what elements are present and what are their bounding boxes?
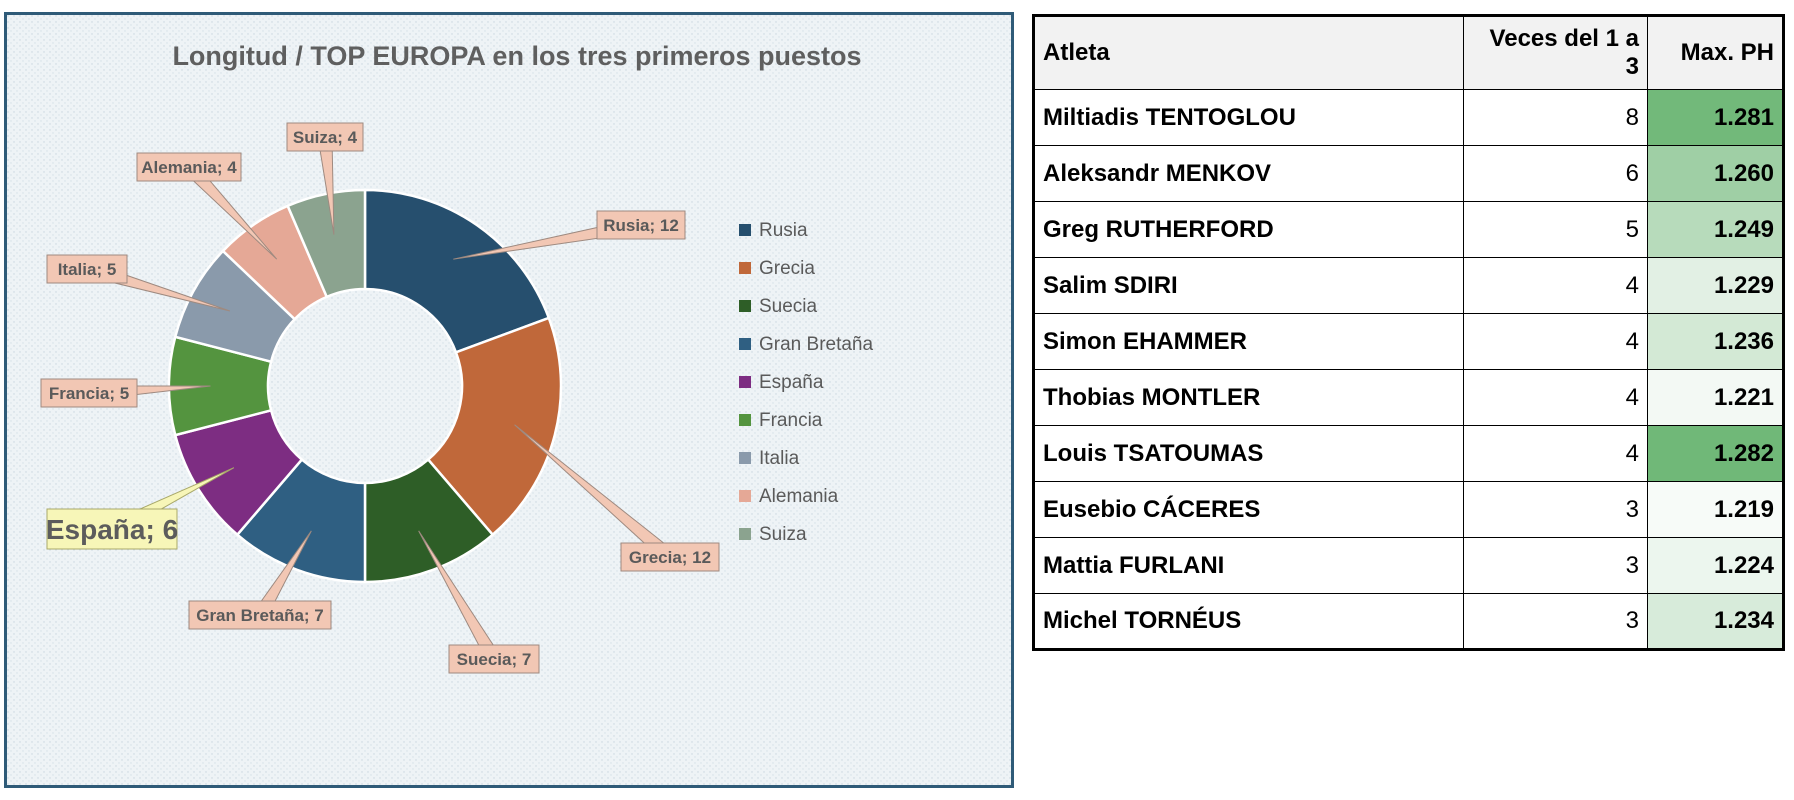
max-ph-cell: 1.282 (1647, 425, 1784, 482)
data-label: Suiza; 4 (293, 128, 358, 147)
callout-box (46, 254, 128, 284)
callout-box (46, 508, 178, 550)
slice-0 (363, 188, 551, 354)
max-ph-cell: 1.234 (1647, 593, 1784, 650)
legend-label: Suiza (759, 524, 807, 545)
athlete-name-cell: Miltiadis TENTOGLOU (1033, 89, 1464, 146)
legend-label: Suecia (759, 296, 818, 317)
legend-swatch (739, 338, 751, 350)
data-label: Italia; 5 (58, 260, 117, 279)
max-ph-cell: 1.249 (1647, 201, 1784, 258)
legend-swatch (739, 452, 751, 464)
athlete-name-cell: Aleksandr MENKOV (1033, 145, 1464, 202)
legend-label: Grecia (759, 258, 815, 279)
table-header-row: Atleta Veces del 1 a 3 Max. PH (1033, 15, 1784, 90)
count-cell: 3 (1463, 537, 1648, 594)
callout-box (620, 542, 720, 572)
legend-swatch (739, 376, 751, 388)
table-row: Salim SDIRI 4 1.229 (1033, 257, 1784, 314)
callout-box (448, 644, 540, 674)
header-atleta: Atleta (1033, 15, 1464, 90)
slice-8 (286, 188, 367, 299)
legend-label: Gran Bretaña (759, 334, 873, 355)
legend-label: Alemania (759, 486, 839, 507)
count-cell: 4 (1463, 313, 1648, 370)
count-cell: 3 (1463, 481, 1648, 538)
callout-box (188, 600, 332, 630)
max-ph-cell: 1.281 (1647, 89, 1784, 146)
athlete-name-cell: Michel TORNÉUS (1033, 593, 1464, 650)
athlete-name-cell: Simon EHAMMER (1033, 313, 1464, 370)
table-row: Eusebio CÁCERES 3 1.219 (1033, 481, 1784, 538)
max-ph-cell: 1.236 (1647, 313, 1784, 370)
data-label: Alemania; 4 (141, 158, 237, 177)
athlete-name-cell: Mattia FURLANI (1033, 537, 1464, 594)
legend-swatch (739, 490, 751, 502)
callout-box (596, 210, 686, 240)
table-row: Louis TSATOUMAS 4 1.282 (1033, 425, 1784, 482)
callout-box (40, 378, 138, 408)
table-row: Mattia FURLANI 3 1.224 (1033, 537, 1784, 594)
legend-label: Rusia (759, 220, 808, 241)
donut-chart: Longitud / TOP EUROPA en los tres primer… (7, 15, 1011, 785)
table-row: Greg RUTHERFORD 5 1.249 (1033, 201, 1784, 258)
athlete-name-cell: Eusebio CÁCERES (1033, 481, 1464, 538)
table-row: Thobias MONTLER 4 1.221 (1033, 369, 1784, 426)
legend-swatch (739, 300, 751, 312)
callout-box (286, 122, 364, 152)
max-ph-cell: 1.229 (1647, 257, 1784, 314)
data-label: Suecia; 7 (457, 650, 532, 669)
slice-1 (426, 316, 563, 537)
table-row: Aleksandr MENKOV 6 1.260 (1033, 145, 1784, 202)
legend-swatch (739, 528, 751, 540)
table-row: Miltiadis TENTOGLOU 8 1.281 (1033, 89, 1784, 146)
data-label: Grecia; 12 (629, 548, 711, 567)
legend-swatch (739, 224, 751, 236)
max-ph-cell: 1.219 (1647, 481, 1784, 538)
data-label: Gran Bretaña; 7 (196, 606, 324, 625)
count-cell: 4 (1463, 425, 1648, 482)
legend-swatch (739, 262, 751, 274)
header-veces: Veces del 1 a 3 (1463, 15, 1648, 90)
legend-swatch (739, 414, 751, 426)
data-label: España; 6 (46, 514, 178, 545)
table-row: Michel TORNÉUS 3 1.234 (1033, 593, 1784, 650)
header-max-ph: Max. PH (1647, 15, 1784, 90)
athlete-name-cell: Thobias MONTLER (1033, 369, 1464, 426)
athlete-name-cell: Greg RUTHERFORD (1033, 201, 1464, 258)
count-cell: 5 (1463, 201, 1648, 258)
count-cell: 6 (1463, 145, 1648, 202)
count-cell: 3 (1463, 593, 1648, 650)
chart-title: Longitud / TOP EUROPA en los tres primer… (172, 41, 861, 71)
legend-label: Francia (759, 410, 823, 431)
athletes-table: Atleta Veces del 1 a 3 Max. PH Miltiadis… (1032, 14, 1785, 651)
data-label: Francia; 5 (49, 384, 129, 403)
callout-box (136, 152, 242, 182)
max-ph-cell: 1.260 (1647, 145, 1784, 202)
max-ph-cell: 1.224 (1647, 537, 1784, 594)
legend-label: España (759, 372, 824, 393)
athlete-name-cell: Salim SDIRI (1033, 257, 1464, 314)
legend-label: Italia (759, 448, 800, 469)
data-label: Rusia; 12 (603, 216, 679, 235)
table-row: Simon EHAMMER 4 1.236 (1033, 313, 1784, 370)
max-ph-cell: 1.221 (1647, 369, 1784, 426)
count-cell: 8 (1463, 89, 1648, 146)
chart-panel: Longitud / TOP EUROPA en los tres primer… (4, 12, 1014, 788)
count-cell: 4 (1463, 369, 1648, 426)
athlete-name-cell: Louis TSATOUMAS (1033, 425, 1464, 482)
athletes-table-panel: Atleta Veces del 1 a 3 Max. PH Miltiadis… (1032, 14, 1785, 651)
count-cell: 4 (1463, 257, 1648, 314)
